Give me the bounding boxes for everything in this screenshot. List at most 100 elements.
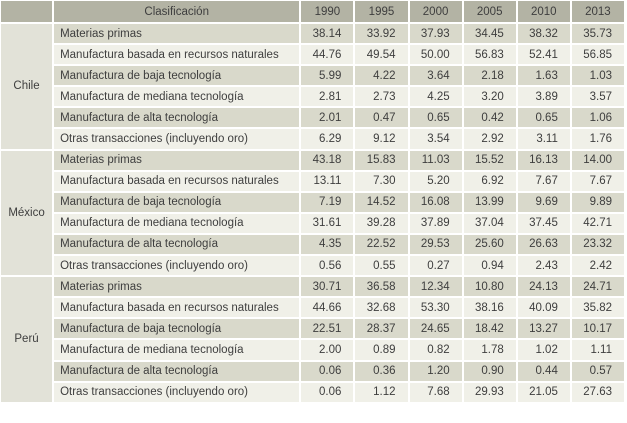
value-cell: 2.43 (517, 256, 570, 276)
category-cell: Materias primas (54, 150, 300, 170)
value-cell: 0.65 (409, 108, 462, 128)
value-cell: 3.64 (409, 66, 462, 86)
table-row: Manufactura de alta tecnología 0.06 0.36 1.… (1, 361, 624, 381)
value-cell: 9.89 (571, 192, 624, 212)
value-cell: 14.52 (355, 192, 408, 212)
value-cell: 13.27 (517, 319, 570, 339)
table-row: Manufactura de mediana tecnología 31.61 39… (1, 213, 624, 233)
year-header-cell: 1995 (355, 1, 408, 22)
value-cell: 37.45 (517, 213, 570, 233)
classification-header-cell: Clasificación (54, 1, 300, 22)
value-cell: 38.32 (517, 24, 570, 44)
table-row: Manufactura de alta tecnología 4.35 22.52 2… (1, 234, 624, 255)
value-cell: 7.30 (355, 171, 408, 191)
value-cell: 49.54 (355, 45, 408, 65)
value-cell: 39.28 (355, 213, 408, 233)
country-cell: Perú (1, 277, 53, 402)
value-cell: 56.83 (463, 45, 516, 65)
value-cell: 0.55 (355, 256, 408, 276)
category-cell: Manufactura de alta tecnología (54, 361, 300, 381)
value-cell: 43.18 (301, 150, 354, 170)
value-cell: 42.71 (571, 213, 624, 233)
value-cell: 5.99 (301, 66, 354, 86)
value-cell: 0.06 (301, 361, 354, 381)
value-cell: 30.71 (301, 277, 354, 297)
value-cell: 24.71 (571, 277, 624, 297)
value-cell: 3.89 (517, 87, 570, 107)
category-cell: Manufactura de mediana tecnología (54, 87, 300, 107)
category-cell: Materias primas (54, 277, 300, 297)
value-cell: 37.89 (409, 213, 462, 233)
value-cell: 6.29 (301, 129, 354, 149)
value-cell: 0.56 (301, 256, 354, 276)
category-cell: Otras transacciones (incluyendo oro) (54, 256, 300, 276)
category-cell: Otras transacciones (incluyendo oro) (54, 382, 300, 402)
value-cell: 4.22 (355, 66, 408, 86)
value-cell: 4.35 (301, 234, 354, 255)
value-cell: 12.34 (409, 277, 462, 297)
category-cell: Manufactura basada en recursos naturales (54, 171, 300, 191)
header-row: Clasificación 1990 1995 2000 2005 2010 2013 (1, 1, 624, 22)
value-cell: 0.44 (517, 361, 570, 381)
category-cell: Manufactura de alta tecnología (54, 234, 300, 255)
value-cell: 0.06 (301, 382, 354, 402)
value-cell: 2.00 (301, 340, 354, 360)
value-cell: 0.90 (463, 361, 516, 381)
value-cell: 21.05 (517, 382, 570, 402)
value-cell: 10.80 (463, 277, 516, 297)
corner-cell (1, 1, 53, 22)
value-cell: 50.00 (409, 45, 462, 65)
table-row: Perú Materias primas 30.71 36.58 12.34 10.80 2… (1, 277, 624, 402)
value-cell: 1.76 (571, 129, 624, 149)
category-cell: Otras transacciones (incluyendo oro) (54, 129, 300, 149)
value-cell: 34.45 (463, 24, 516, 44)
table-row: Manufactura de alta tecnología 2.01 0.47 0.… (1, 108, 624, 128)
value-cell: 3.11 (517, 129, 570, 149)
value-cell: 5.20 (409, 171, 462, 191)
table-row: Manufactura de baja tecnología 7.19 14.52 1… (1, 192, 624, 212)
value-cell: 0.82 (409, 340, 462, 360)
value-cell: 0.94 (463, 256, 516, 276)
value-cell: 44.66 (301, 298, 354, 318)
value-cell: 36.58 (355, 277, 408, 297)
value-cell: 35.73 (571, 24, 624, 44)
table-header: Clasificación 1990 1995 2000 2005 2010 2013 (1, 1, 624, 22)
value-cell: 0.42 (463, 108, 516, 128)
category-cell: Manufactura de baja tecnología (54, 192, 300, 212)
table-row: Otras transacciones (incluyendo oro) 0.56… (1, 256, 624, 276)
table-row: Manufactura basada en recursos naturales… (1, 298, 624, 318)
value-cell: 7.68 (409, 382, 462, 402)
value-cell: 13.11 (301, 171, 354, 191)
value-cell: 0.57 (571, 361, 624, 381)
value-cell: 15.52 (463, 150, 516, 170)
category-cell: Manufactura de alta tecnología (54, 108, 300, 128)
category-cell: Manufactura basada en recursos naturales (54, 45, 300, 65)
value-cell: 18.42 (463, 319, 516, 339)
table-row: México Materias primas 43.18 15.83 11.03 15.5… (1, 150, 624, 276)
value-cell: 37.93 (409, 24, 462, 44)
value-cell: 29.93 (463, 382, 516, 402)
value-cell: 33.92 (355, 24, 408, 44)
value-cell: 32.68 (355, 298, 408, 318)
table-row: Chile Materias primas 38.14 33.92 37.93 34.45… (1, 24, 624, 149)
value-cell: 26.63 (517, 234, 570, 255)
category-cell: Manufactura basada en recursos naturales (54, 298, 300, 318)
value-cell: 1.02 (517, 340, 570, 360)
value-cell: 7.67 (571, 171, 624, 191)
value-cell: 7.19 (301, 192, 354, 212)
value-cell: 24.13 (517, 277, 570, 297)
value-cell: 16.13 (517, 150, 570, 170)
value-cell: 3.57 (571, 87, 624, 107)
value-cell: 35.82 (571, 298, 624, 318)
value-cell: 37.04 (463, 213, 516, 233)
value-cell: 2.73 (355, 87, 408, 107)
value-cell: 27.63 (571, 382, 624, 402)
value-cell: 0.65 (517, 108, 570, 128)
value-cell: 29.53 (409, 234, 462, 255)
value-cell: 2.92 (463, 129, 516, 149)
value-cell: 56.85 (571, 45, 624, 65)
value-cell: 0.27 (409, 256, 462, 276)
value-cell: 24.65 (409, 319, 462, 339)
value-cell: 22.52 (355, 234, 408, 255)
